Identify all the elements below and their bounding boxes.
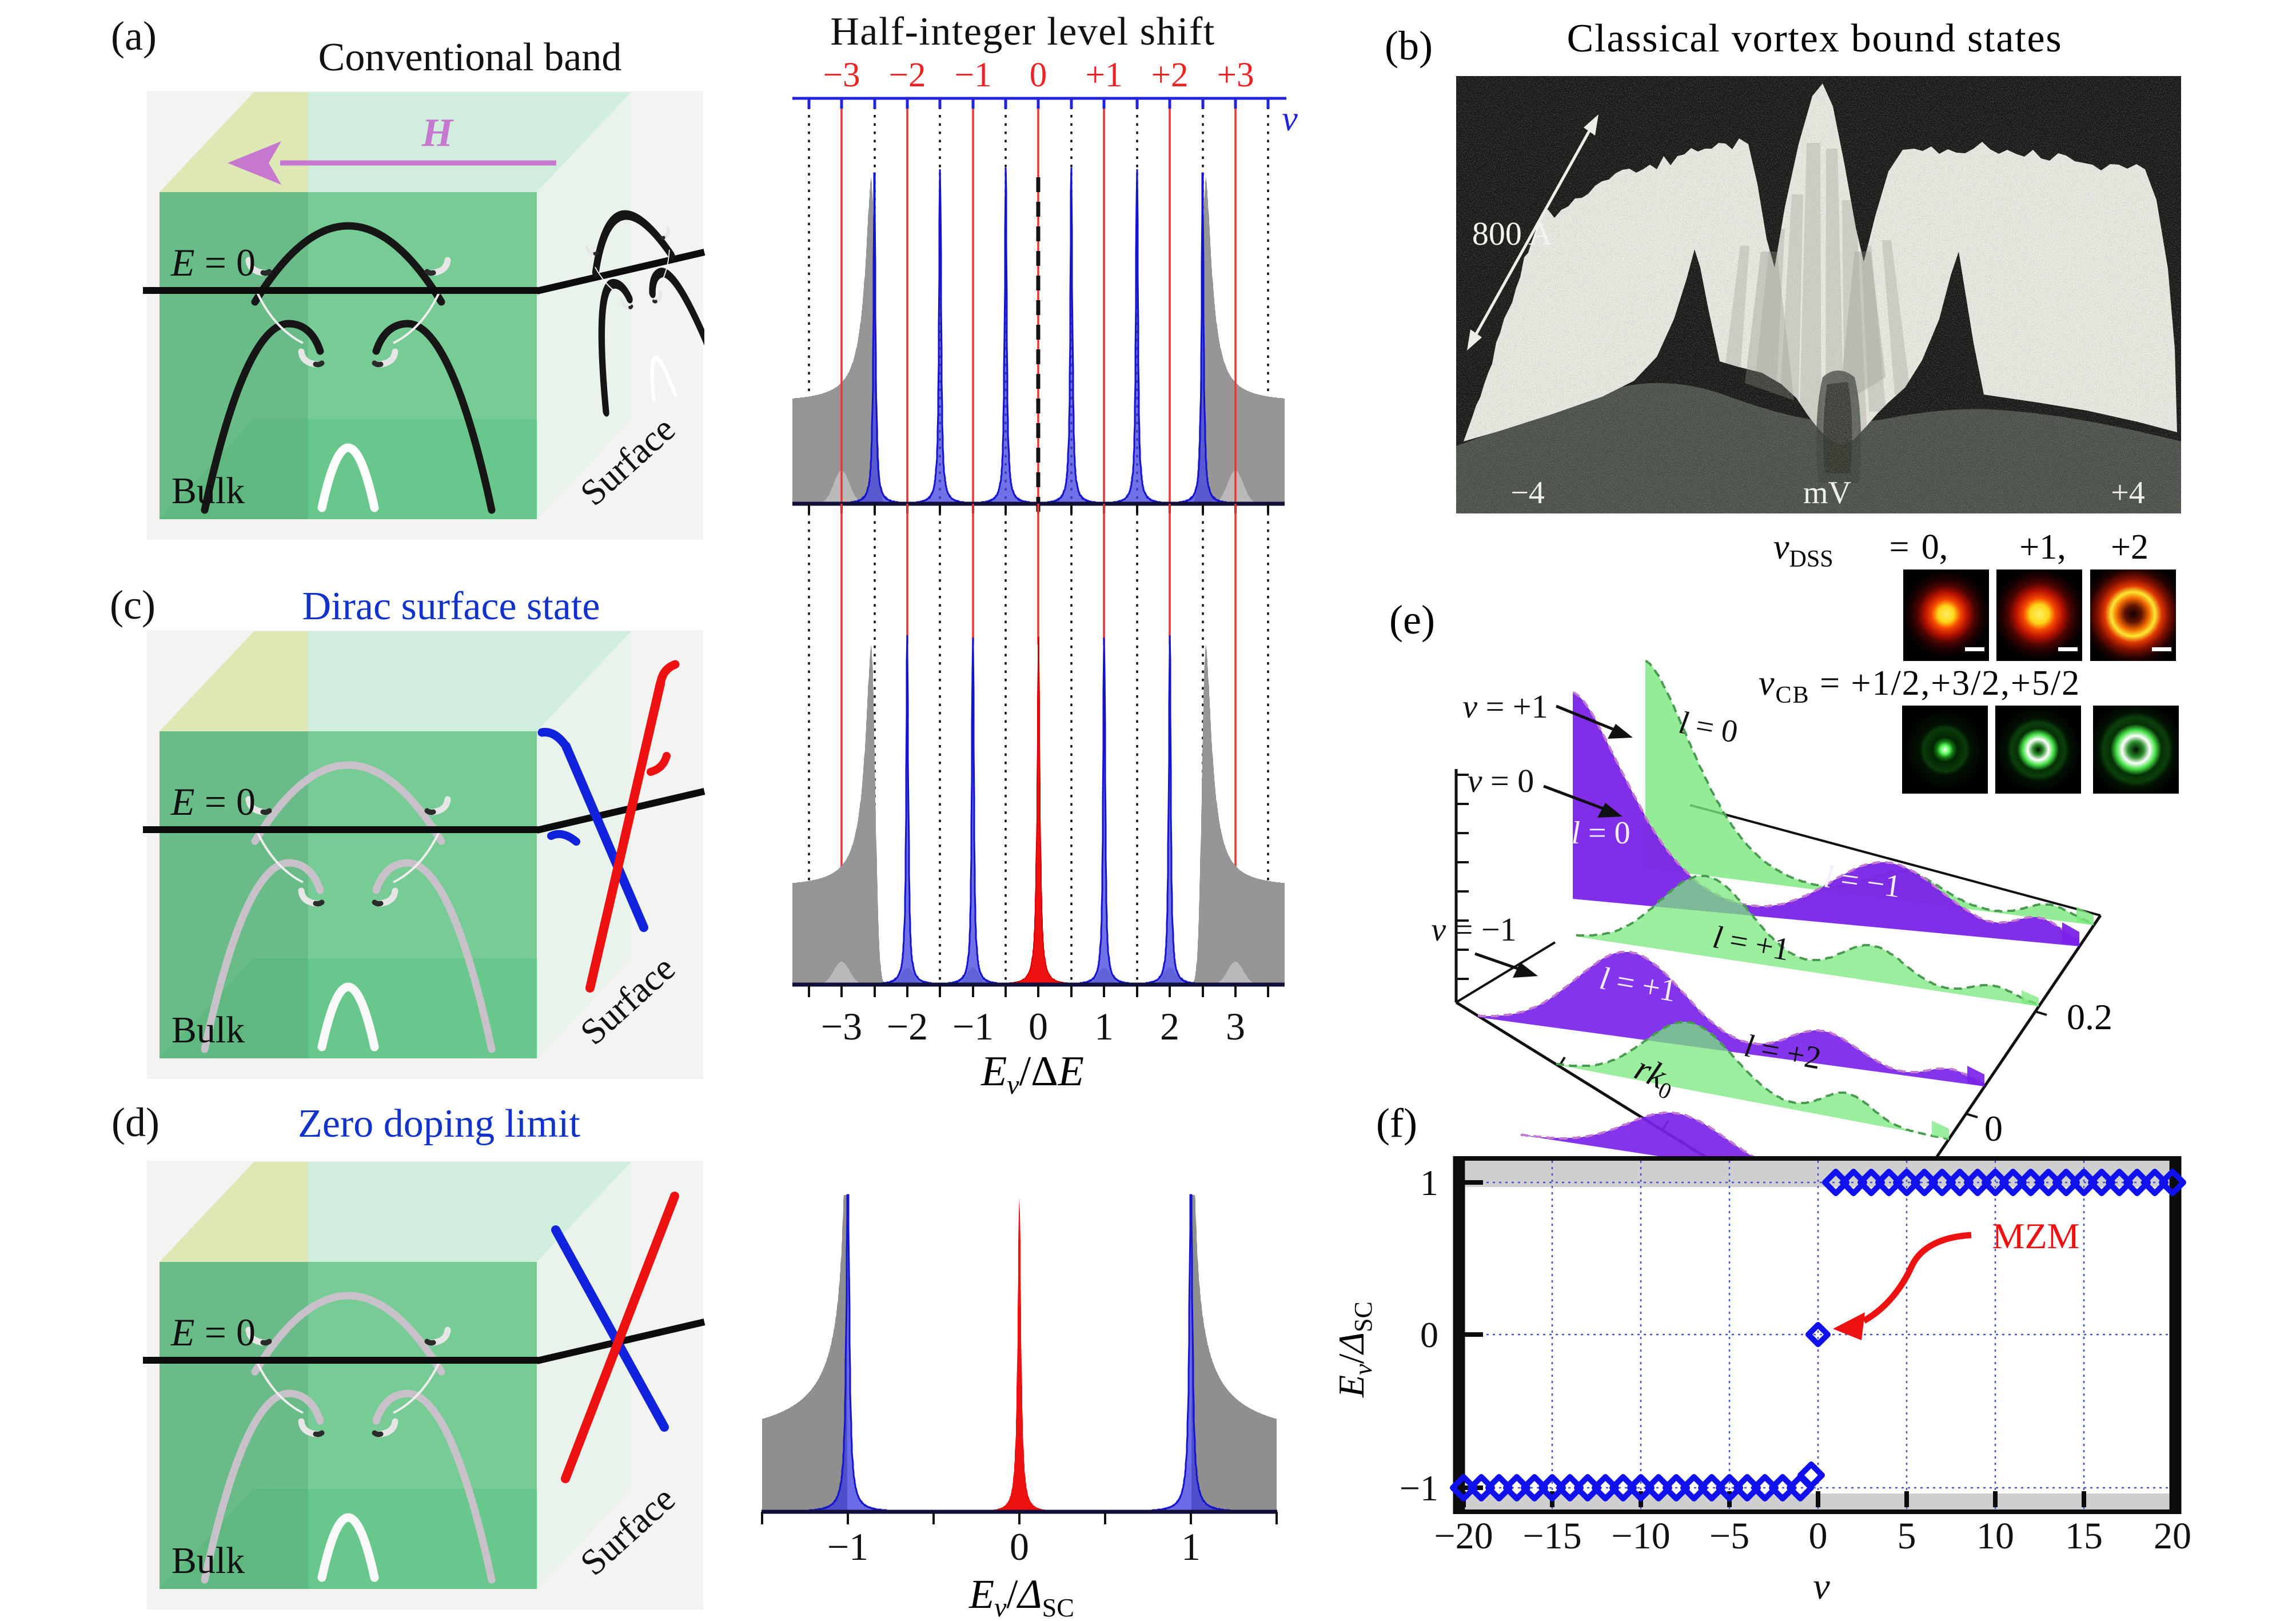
svg-text:20: 20 xyxy=(2154,1515,2191,1557)
svg-text:(a): (a) xyxy=(111,13,157,59)
svg-text:Eν/ΔSC: Eν/ΔSC xyxy=(968,1571,1074,1621)
svg-text:Bulk: Bulk xyxy=(172,470,245,512)
svg-text:−4: −4 xyxy=(1510,475,1545,511)
svg-text:Eν/ΔE: Eν/ΔE xyxy=(980,1048,1084,1100)
svg-text:Zero doping limit: Zero doping limit xyxy=(298,1102,580,1146)
svg-text:−5: −5 xyxy=(1709,1515,1749,1557)
svg-text:Half-integer level shift: Half-integer level shift xyxy=(830,10,1215,54)
svg-text:MZM: MZM xyxy=(1992,1216,2080,1256)
svg-text:15: 15 xyxy=(2065,1515,2103,1557)
svg-text:ν = −1: ν = −1 xyxy=(1431,911,1516,948)
svg-text:−15: −15 xyxy=(1522,1515,1581,1557)
svg-text:0,: 0, xyxy=(1922,528,1948,567)
svg-text:0: 0 xyxy=(1010,1525,1029,1568)
svg-text:−2: −2 xyxy=(889,56,926,94)
svg-text:0: 0 xyxy=(1420,1315,1438,1355)
svg-text:(d): (d) xyxy=(111,1100,160,1145)
svg-text:Eν/ΔSC: Eν/ΔSC xyxy=(1331,1301,1377,1398)
svg-text:0: 0 xyxy=(1984,1108,2003,1149)
svg-text:(e): (e) xyxy=(1389,597,1435,643)
svg-text:0.2: 0.2 xyxy=(2067,997,2112,1037)
svg-text:H: H xyxy=(421,111,455,155)
svg-text:Bulk: Bulk xyxy=(172,1540,245,1582)
svg-text:−1: −1 xyxy=(827,1525,868,1568)
svg-text:2: 2 xyxy=(1160,1005,1179,1048)
svg-text:3: 3 xyxy=(1226,1005,1245,1048)
svg-text:l = 0: l = 0 xyxy=(1571,815,1630,851)
svg-text:+1,: +1, xyxy=(2019,528,2066,567)
svg-text:(c): (c) xyxy=(110,582,156,628)
svg-text:800 A: 800 A xyxy=(1472,215,1552,252)
svg-text:+4: +4 xyxy=(2111,475,2145,511)
svg-text:ν: ν xyxy=(1813,1566,1830,1607)
svg-text:−1: −1 xyxy=(955,56,992,94)
svg-text:(f): (f) xyxy=(1376,1100,1417,1146)
svg-text:ν = 0: ν = 0 xyxy=(1468,762,1534,799)
svg-text:=: = xyxy=(1890,528,1910,567)
svg-text:−10: −10 xyxy=(1611,1515,1670,1557)
svg-text:E = 0: E = 0 xyxy=(170,1311,256,1354)
svg-text:5: 5 xyxy=(1898,1515,1916,1557)
svg-text:0: 0 xyxy=(1030,56,1047,94)
svg-text:(b): (b) xyxy=(1385,23,1433,69)
svg-text:Classical vortex bound states: Classical vortex bound states xyxy=(1567,17,2063,61)
svg-text:+2: +2 xyxy=(2111,528,2148,567)
svg-text:−3: −3 xyxy=(823,56,860,94)
svg-text:Conventional band: Conventional band xyxy=(318,35,622,79)
svg-text:νDSS: νDSS xyxy=(1773,528,1833,572)
svg-text:Bulk: Bulk xyxy=(172,1009,245,1051)
svg-text:10: 10 xyxy=(1976,1515,2014,1557)
svg-text:−2: −2 xyxy=(887,1005,928,1048)
svg-text:E = 0: E = 0 xyxy=(170,241,256,284)
svg-text:−3: −3 xyxy=(821,1005,862,1048)
svg-text:+2: +2 xyxy=(1151,56,1189,94)
svg-text:0: 0 xyxy=(1809,1515,1828,1557)
svg-text:1: 1 xyxy=(1094,1005,1114,1048)
svg-text:νCB = +1/2,+3/2,+5/2: νCB = +1/2,+3/2,+5/2 xyxy=(1759,664,2080,708)
svg-text:ν: ν xyxy=(1282,99,1298,138)
svg-text:+3: +3 xyxy=(1217,56,1254,94)
svg-text:1: 1 xyxy=(1181,1525,1201,1568)
svg-text:ν = +1: ν = +1 xyxy=(1462,688,1548,725)
svg-text:Dirac surface state: Dirac surface state xyxy=(302,584,600,628)
svg-text:0: 0 xyxy=(1029,1005,1048,1048)
svg-text:−1: −1 xyxy=(1400,1468,1438,1508)
svg-text:E = 0: E = 0 xyxy=(170,780,256,823)
svg-text:1: 1 xyxy=(1420,1162,1438,1203)
svg-text:−20: −20 xyxy=(1434,1515,1493,1557)
svg-text:−1: −1 xyxy=(952,1005,994,1048)
svg-text:mV: mV xyxy=(1803,475,1851,511)
svg-text:+1: +1 xyxy=(1086,56,1123,94)
